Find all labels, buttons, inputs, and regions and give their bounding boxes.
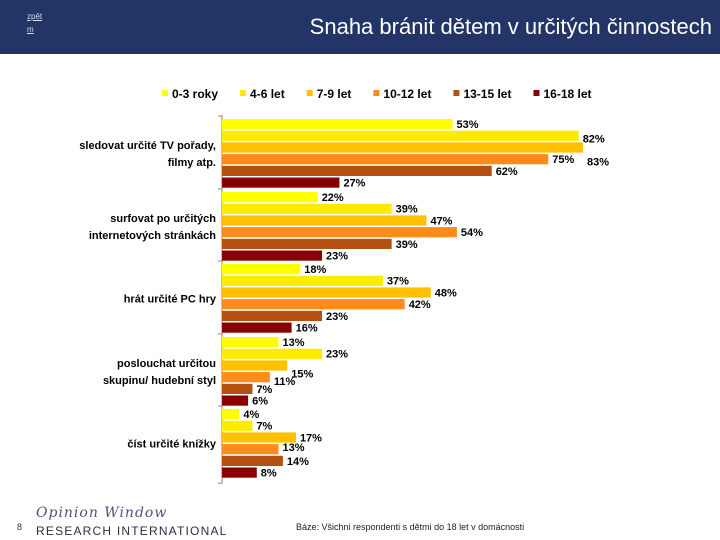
bar [222,395,249,406]
back-link[interactable]: zpět [27,12,43,21]
bar [222,250,323,261]
category-label: skupinu/ hudební styl [103,375,216,387]
bar [222,348,323,359]
data-label: 47% [430,215,452,227]
data-label: 8% [261,468,277,480]
logo-opinion-window: Opinion Window [36,505,168,521]
bar [222,444,279,455]
legend-label: 4-6 let [250,87,285,101]
base-note: Báze: Všichni respondenti s dětmi do 18 … [296,522,525,532]
data-label: 16% [296,323,318,335]
bar [222,275,383,286]
bar [222,409,240,420]
data-label: 4% [243,409,259,421]
data-label: 7% [256,384,272,396]
data-label: 14% [287,456,309,468]
data-label: 39% [396,204,418,216]
data-label: 23% [326,349,348,361]
data-label: 27% [343,178,365,190]
bar [222,467,257,478]
nav-link-secondary[interactable]: m [27,25,34,34]
legend-label: 7-9 let [317,87,352,101]
data-label: 11% [274,376,296,388]
legend-label: 16-18 let [543,87,591,101]
data-label: 62% [496,166,518,178]
data-label: 54% [461,227,483,239]
category-label: sledovat určité TV pořady, [79,140,216,152]
data-label: 7% [256,421,272,433]
data-label: 42% [409,299,431,311]
bar [222,177,340,188]
category-label: hrát určité PC hry [124,293,217,305]
bar [222,142,584,153]
legend-label: 10-12 let [383,87,431,101]
category-label: surfovat po určitých [110,213,216,225]
data-label: 37% [387,276,409,288]
legend-swatch [240,90,247,96]
logo-research-international: RESEARCH INTERNATIONAL [36,524,228,538]
data-label: 48% [435,287,457,299]
legend-swatch [453,90,460,96]
bar [222,337,279,348]
legend-label: 13-15 let [463,87,511,101]
data-label: 23% [326,311,348,323]
category-label: číst určité knížky [127,438,217,450]
bar [222,420,253,431]
data-label: 17% [300,432,322,444]
bar [222,227,457,238]
data-label: 39% [396,239,418,251]
bar [222,432,296,443]
data-label: 23% [326,251,348,263]
bar [222,130,579,141]
bar [222,360,288,371]
bar [222,299,405,310]
bar [222,322,292,333]
bar [222,287,431,298]
data-label: 82% [583,134,605,146]
category-label: filmy atp. [168,157,216,169]
bar [222,154,549,165]
data-label: 15% [291,368,313,380]
legend-swatch [373,90,380,96]
legend-swatch [306,90,313,96]
bar [222,383,253,394]
data-label: 75% [552,154,574,166]
bar [222,215,427,226]
category-label: internetových stránkách [89,230,216,242]
bar [222,264,301,275]
bar [222,455,283,466]
bar [222,310,323,321]
bar [222,238,392,249]
data-label: 13% [283,442,305,454]
data-label: 22% [322,192,344,204]
legend-swatch [533,90,540,96]
data-label: 83% [587,156,609,168]
bar [222,203,392,214]
data-label: 13% [283,337,305,349]
data-label: 53% [457,119,479,131]
page-title: Snaha bránit dětem v určitých činnostech [309,14,712,39]
page-number: 8 [17,522,23,532]
header-bar: zpět m Snaha bránit dětem v určitých čin… [0,0,720,54]
legend-label: 0-3 roky [172,87,218,101]
bar [222,119,453,130]
legend-swatch [162,90,168,96]
bar [222,192,318,203]
data-label: 18% [304,264,326,276]
data-label: 6% [252,396,268,408]
bar-chart: 0-3 roky 4-6 let 7-9 let 10-12 let 13-15 let… [79,87,609,484]
bar [222,372,270,383]
category-label: poslouchat určitou [117,358,216,370]
bar [222,165,492,176]
